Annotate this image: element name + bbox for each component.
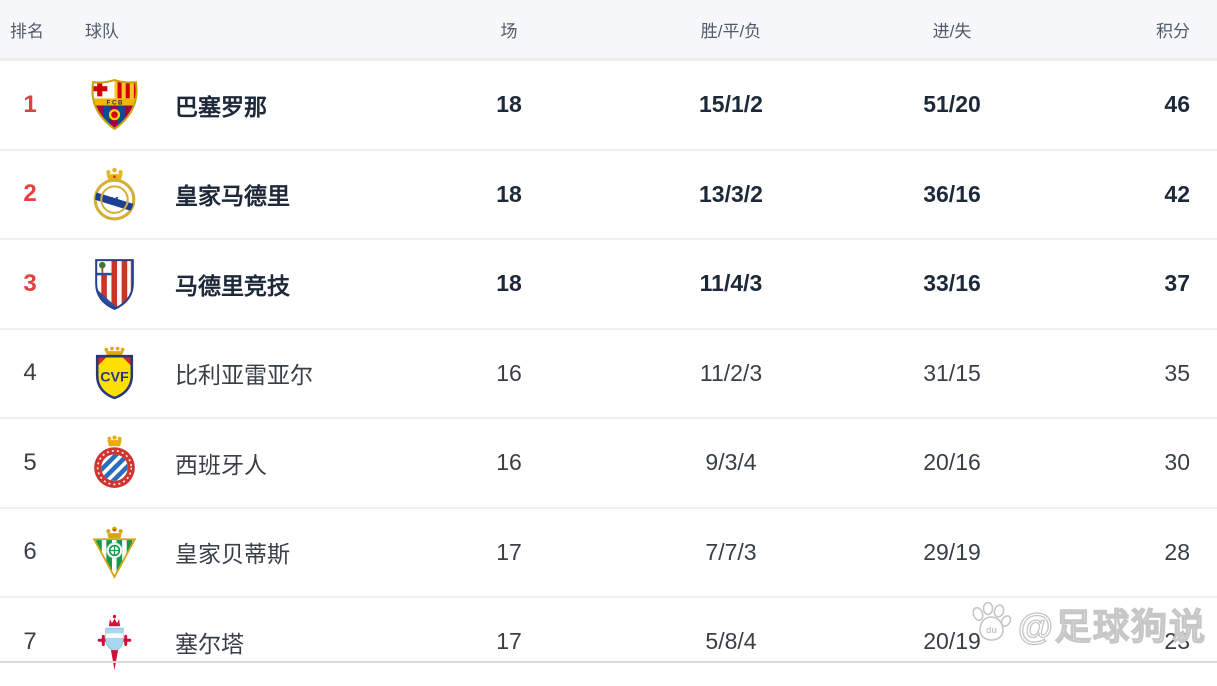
- rank-value: 7: [23, 627, 37, 655]
- goals-value: 36/16: [923, 180, 981, 207]
- wdl-value: 11/4/3: [699, 270, 763, 297]
- table-row: 7 塞尔塔 17 5/8/4 20/19 23: [0, 596, 1217, 686]
- table-header-row: 排名 球队 场 胜/平/负 进/失 积分: [0, 0, 1217, 59]
- rank-value: 4: [23, 359, 37, 387]
- wdl-value: 13/3/2: [699, 180, 763, 207]
- table-row: 2 M 皇家马德里 18 13/3/2 36/16 42: [0, 148, 1217, 238]
- real-madrid-crest-icon: M: [60, 166, 168, 223]
- table-row: 6 皇家贝蒂斯: [0, 506, 1217, 596]
- atletico-madrid-crest-icon: [60, 255, 168, 312]
- goals-value: 29/19: [923, 538, 981, 565]
- table-row: 1 F C B: [0, 59, 1217, 149]
- table-row: 4 CVF 比利亚雷亚尔 16 11/2/3 31/15 35: [0, 327, 1217, 417]
- team-name: 皇家贝蒂斯: [175, 541, 290, 568]
- points-value: 35: [1164, 359, 1190, 386]
- goals-value: 20/19: [923, 628, 981, 655]
- goals-value: 20/16: [923, 449, 981, 476]
- team-name: 皇家马德里: [175, 183, 290, 210]
- points-value: 42: [1164, 180, 1190, 207]
- svg-text:F C B: F C B: [106, 100, 123, 107]
- team-name: 巴塞罗那: [175, 93, 267, 120]
- espanyol-crest-icon: [60, 434, 168, 491]
- goals-value: 31/15: [923, 359, 981, 386]
- rank-value: 6: [23, 538, 37, 566]
- villarreal-crest-icon: CVF: [60, 345, 168, 402]
- team-name: 塞尔塔: [175, 630, 244, 657]
- wdl-value: 7/7/3: [705, 538, 757, 565]
- wdl-value: 5/8/4: [705, 628, 757, 655]
- header-wdl: 胜/平/负: [700, 21, 762, 41]
- header-team: 球队: [85, 21, 119, 41]
- rank-value: 1: [23, 90, 37, 118]
- table-row: 3 马德里竞技 18 11/4/3: [0, 238, 1217, 328]
- svg-text:M: M: [110, 195, 119, 205]
- goals-value: 51/20: [923, 91, 981, 118]
- points-value: 46: [1164, 91, 1190, 118]
- team-name: 马德里竞技: [175, 272, 290, 299]
- rank-value: 3: [23, 269, 37, 297]
- wdl-value: 9/3/4: [705, 449, 757, 476]
- wdl-value: 11/2/3: [699, 359, 763, 386]
- points-value: 28: [1164, 538, 1190, 565]
- points-value: 37: [1164, 270, 1190, 297]
- goals-value: 33/16: [923, 270, 981, 297]
- svg-text:CVF: CVF: [100, 369, 129, 385]
- header-goals: 进/失: [932, 21, 972, 41]
- header-points: 积分: [1156, 21, 1190, 41]
- celta-vigo-crest-icon: [60, 613, 168, 671]
- played-value: 16: [496, 449, 522, 476]
- rank-value: 5: [23, 448, 37, 476]
- team-name: 比利亚雷亚尔: [175, 362, 313, 389]
- points-value: 23: [1164, 628, 1190, 655]
- bottom-divider: [0, 661, 1217, 663]
- played-value: 17: [496, 628, 522, 655]
- team-name: 西班牙人: [175, 451, 267, 478]
- points-value: 30: [1164, 449, 1190, 476]
- header-played: 场: [500, 21, 518, 41]
- played-value: 18: [496, 91, 522, 118]
- table-row: 5 西班牙人 16 9/3: [0, 417, 1217, 507]
- real-betis-crest-icon: [60, 524, 168, 581]
- header-rank: 排名: [10, 21, 44, 41]
- rank-value: 2: [23, 180, 37, 208]
- played-value: 18: [496, 180, 522, 207]
- barcelona-crest-icon: F C B: [60, 76, 168, 133]
- wdl-value: 15/1/2: [699, 91, 763, 118]
- played-value: 17: [496, 538, 522, 565]
- played-value: 16: [496, 359, 522, 386]
- played-value: 18: [496, 270, 522, 297]
